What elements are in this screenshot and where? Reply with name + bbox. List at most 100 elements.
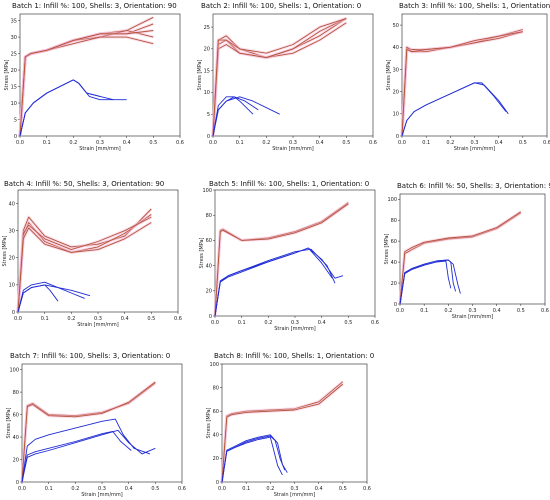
x-tick-label: 0.4 [121,316,129,322]
series-line [212,18,347,137]
x-tick-label: 0.2 [264,320,272,326]
chart-plot: 0.0 0.1 0.2 0.3 0.4 0.5 0.6 0 5 10 15 20 25 Strain [m… [197,13,377,152]
y-tick-label: 80 [13,390,19,396]
chart-panel-6: Batch 6: Infill %: 50, Shells: 3, Orient… [384,178,550,328]
y-tick-label: 100 [209,362,219,368]
series-line [212,96,254,137]
y-tick-label: 100 [9,367,19,373]
x-tick-label: 0.5 [147,316,155,322]
y-tick-label: 20 [393,89,399,95]
chart-plot: 0.0 0.1 0.2 0.3 0.4 0.5 0.6 0 10 20 30 40 50 Strain [… [386,13,550,152]
x-axis-label: Strain [mm/mm] [454,146,496,152]
chart-panel-4: Batch 4: Infill %: 50, Shells: 3, Orient… [0,178,190,328]
x-tick-label: 0.6 [541,308,549,314]
x-tick-label: 0.3 [94,316,102,322]
x-tick-label: 0.1 [236,140,244,146]
x-tick-label: 0.1 [242,486,250,492]
chart-panel-1: Batch 1: Infill %: 100, Shells: 3, Orien… [0,0,190,155]
plot-frame [21,363,183,483]
y-tick-label: 40 [13,435,19,441]
x-tick-label: 0.2 [69,140,77,146]
x-tick-label: 0.3 [98,486,106,492]
y-tick-label: 20 [213,456,219,462]
y-axis-label: Stress [MPa] [386,59,392,90]
x-tick-label: 0.4 [123,140,131,146]
y-tick-label: 10 [11,101,17,107]
x-tick-label: 0.3 [291,486,299,492]
y-tick-label: 20 [11,68,17,74]
x-tick-label: 0.4 [316,140,324,146]
x-tick-label: 0.5 [149,140,157,146]
plot-frame [17,189,179,313]
y-axis-label: Stress [MPa] [2,235,8,266]
series-line [401,82,509,137]
x-tick-label: 0.6 [371,320,379,326]
plot-frame [19,13,181,137]
y-tick-label: 0 [216,480,219,486]
y-tick-label: 40 [206,263,212,269]
x-tick-label: 0.0 [14,316,22,322]
x-tick-label: 0.4 [315,486,323,492]
y-axis-label: Stress [MPa] [384,233,390,264]
y-tick-label: 60 [206,238,212,244]
x-tick-label: 0.5 [342,140,350,146]
x-tick-label: 0.3 [471,140,479,146]
y-tick-label: 0 [12,310,15,316]
x-tick-label: 0.4 [318,320,326,326]
x-tick-label: 0.5 [519,140,527,146]
x-tick-label: 0.3 [469,308,477,314]
x-tick-label: 0.6 [174,316,182,322]
chart-panel-2: Batch 2: Infill %: 100, Shells: 1, Orien… [195,0,385,155]
y-tick-label: 20 [206,289,212,295]
y-tick-label: 15 [11,84,17,90]
y-tick-label: 15 [204,68,210,74]
y-tick-label: 40 [9,201,15,207]
x-axis-label: Strain [mm/mm] [77,322,119,328]
x-tick-label: 0.0 [209,140,217,146]
series-line [214,202,349,317]
x-tick-label: 0.6 [543,140,550,146]
chart-plot: 0.0 0.1 0.2 0.3 0.4 0.5 0.6 0 20 40 60 80 100 Strain … [384,193,549,320]
x-tick-label: 0.2 [266,486,274,492]
series-line [399,212,522,305]
x-tick-label: 0.3 [291,320,299,326]
y-tick-label: 20 [391,281,397,287]
series-line [399,259,461,305]
chart-panel-7: Batch 7: Infill %: 100, Shells: 3, Orien… [0,350,190,500]
y-tick-label: 100 [202,188,212,194]
y-tick-label: 0 [394,302,397,308]
series-line [221,383,344,483]
x-tick-label: 0.3 [289,140,297,146]
y-tick-label: 10 [9,283,15,289]
y-tick-label: 0 [396,134,399,140]
x-tick-label: 0.5 [517,308,525,314]
series-line [401,31,523,137]
y-tick-label: 10 [393,112,399,118]
chart-plot: 0.0 0.1 0.2 0.3 0.4 0.5 0.6 0 10 20 30 40 Strain [mm… [2,189,182,328]
y-tick-label: 60 [391,239,397,245]
y-tick-label: 60 [13,412,19,418]
chart-title: Batch 3: Infill %: 100, Shells: 1, Orien… [399,2,550,10]
x-tick-label: 0.0 [398,140,406,146]
x-tick-label: 0.0 [211,320,219,326]
series-line [21,382,156,483]
x-tick-label: 0.5 [344,320,352,326]
y-tick-label: 80 [206,213,212,219]
series-line [212,17,347,137]
y-tick-label: 60 [213,409,219,415]
x-tick-label: 0.4 [125,486,133,492]
chart-title: Batch 2: Infill %: 100, Shells: 1, Orien… [201,2,362,10]
y-axis-label: Stress [MPa] [206,407,212,438]
series-line [401,31,523,137]
plot-frame [399,193,546,305]
y-tick-label: 30 [393,67,399,73]
x-tick-label: 0.0 [396,308,404,314]
plot-frame [212,13,374,137]
x-tick-label: 0.2 [444,308,452,314]
y-tick-label: 20 [204,47,210,53]
chart-plot: 0.0 0.1 0.2 0.3 0.4 0.5 0.6 0 20 40 60 80 100 Strain … [206,362,371,498]
series-line [17,208,152,313]
x-axis-label: Strain [mm/mm] [79,146,121,152]
x-tick-label: 0.5 [151,486,159,492]
x-tick-label: 0.6 [363,486,371,492]
